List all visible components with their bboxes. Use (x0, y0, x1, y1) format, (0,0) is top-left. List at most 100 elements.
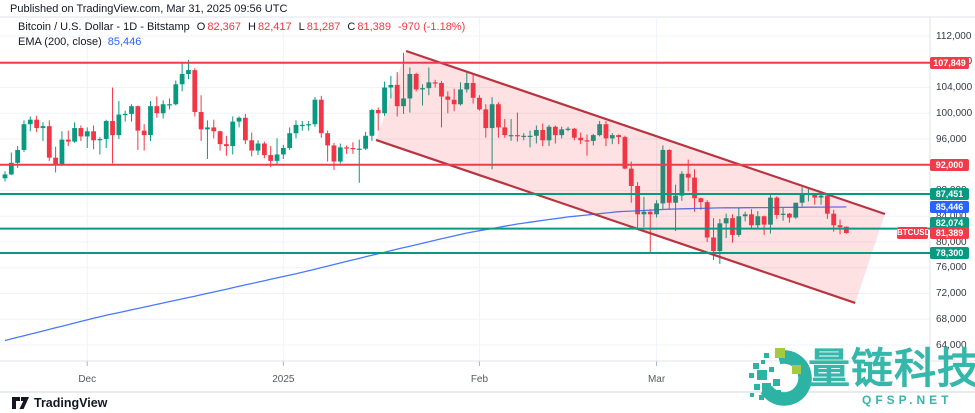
candle-body (483, 109, 489, 129)
watermark-logo-icon (749, 348, 812, 406)
candle-body (590, 135, 596, 141)
high-value: 82,417 (257, 21, 292, 33)
candle-body (502, 127, 508, 136)
low-value: 81,287 (306, 21, 341, 33)
candle-body (135, 106, 141, 131)
candle-body (477, 97, 482, 110)
candle-body (299, 124, 305, 127)
candle-body (274, 154, 280, 161)
candle-body (167, 104, 172, 106)
candle-body (268, 155, 274, 161)
candle-body (673, 195, 678, 203)
tradingview-attribution[interactable]: TradingView (12, 395, 107, 410)
ema-label: EMA (200, close) (18, 36, 102, 48)
candle-body (401, 98, 406, 107)
watermark-brand-text: 量链科技 (808, 345, 975, 392)
candle-body (224, 144, 229, 147)
candle-body (97, 139, 103, 141)
candle-body (755, 216, 761, 226)
candle-body (622, 137, 628, 169)
candle-body (382, 87, 387, 114)
candle-body (192, 70, 198, 112)
candle-body (451, 99, 457, 105)
candle-body (799, 193, 805, 203)
channel-upper-line (405, 49, 886, 216)
symbol-title: Bitcoin / U.S. Dollar - 1D - Bitstamp (18, 21, 190, 33)
candle-body (616, 135, 622, 138)
candle-body (793, 202, 799, 218)
candle-body (464, 82, 470, 90)
price-badge-78300: 78,300 (930, 246, 969, 259)
time-tick-label-2025: 2025 (272, 374, 295, 385)
candle-body (439, 82, 444, 97)
candle-body (685, 173, 691, 178)
candle-body (470, 82, 476, 98)
candle-body (603, 124, 609, 139)
candle-body (426, 82, 432, 89)
chart-legend: Bitcoin / U.S. Dollar - 1D - Bitstamp O 82… (18, 20, 465, 50)
candle-body (584, 140, 590, 142)
tradingview-logo-icon (12, 397, 29, 409)
candle-body (742, 214, 748, 217)
candle-body (306, 124, 312, 126)
watermark: 量链科技 QFSP.NET (746, 342, 975, 413)
candle-body (280, 148, 286, 155)
candle-body (660, 149, 666, 204)
candle-body (413, 73, 419, 90)
candle-body (217, 131, 223, 145)
candle-body (91, 131, 96, 141)
candle-body (552, 126, 558, 136)
candle-body (34, 119, 40, 129)
candle-body (249, 140, 255, 151)
candle-body (679, 173, 685, 196)
candle-body (818, 195, 824, 198)
candle-body (730, 218, 735, 235)
candle-body (843, 226, 849, 234)
candle-body (394, 84, 400, 107)
candle-body (508, 135, 514, 137)
candle-body (129, 106, 134, 114)
candle-body (717, 223, 723, 252)
time-tick-label-mar: Mar (647, 374, 666, 385)
candle-body (318, 99, 324, 134)
candle-body (711, 237, 716, 252)
watermark-site-text: QFSP.NET (862, 393, 953, 407)
price-badge-87451: 87,451 (930, 188, 969, 201)
candle-body (609, 135, 615, 139)
candle-body (369, 110, 375, 136)
candle-body (375, 110, 381, 114)
published-caption: Published on TradingView.com, Mar 31, 20… (10, 3, 288, 15)
candle-body (84, 131, 90, 137)
candles-layer (2, 52, 849, 264)
candle-body (546, 126, 552, 141)
candle-body (812, 193, 818, 198)
candle-body (331, 145, 337, 162)
price-tick-label: 72,000 (936, 288, 967, 299)
candle-body (110, 120, 115, 136)
candle-body (527, 135, 533, 137)
candle-body (768, 197, 773, 225)
price-tick-label: 76,000 (936, 262, 967, 274)
candle-body (628, 168, 634, 186)
candle-body (597, 124, 603, 136)
candle-body (356, 148, 362, 150)
channel-lower-line (375, 138, 856, 305)
price-tick-label: 80,000 (936, 236, 967, 248)
open-label: O (196, 21, 206, 33)
candle-body (72, 128, 77, 142)
candle-body (521, 135, 527, 137)
symbol-badge: BTCUSD (897, 227, 931, 240)
price-badge-107849: 107,849 (930, 56, 969, 69)
candle-body (173, 84, 179, 105)
candle-body (559, 129, 565, 136)
candle-body (831, 213, 837, 226)
candle-body (388, 84, 394, 88)
candle-body (287, 133, 293, 149)
ema-200-line (4, 206, 847, 342)
candle-body (293, 124, 299, 134)
candle-body (198, 111, 204, 130)
channel-fill (376, 51, 885, 303)
price-tick-label: 112,000 (936, 30, 972, 42)
